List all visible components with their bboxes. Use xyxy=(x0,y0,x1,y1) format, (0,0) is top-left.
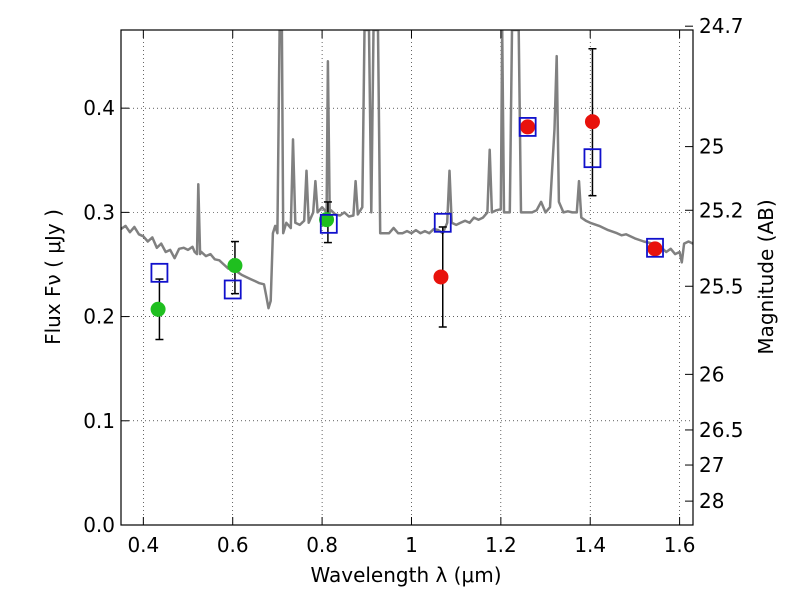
green-data-point xyxy=(319,212,335,228)
x-tick-label: 1.4 xyxy=(574,533,606,557)
green-data-point xyxy=(150,301,166,317)
blue-model-point xyxy=(319,213,338,234)
template-line xyxy=(121,30,693,310)
x-axis-title: Wavelength λ (μm) xyxy=(310,563,501,587)
magnitude-tick-label: 25.5 xyxy=(699,274,744,298)
x-tick-label: 0.6 xyxy=(217,533,249,557)
blue-model-point xyxy=(150,262,169,283)
template-spectrum xyxy=(121,30,693,310)
magnitude-tick-label: 26.5 xyxy=(699,418,744,442)
magnitude-tick-label: 25.2 xyxy=(699,198,744,222)
red-data-point xyxy=(520,119,536,135)
y-axis: 0.0 0.1 0.2 0.3 0.4 xyxy=(83,96,129,537)
y-axis-title: Flux Fν ( μJy ) xyxy=(41,209,65,345)
magnitude-tick-label: 28 xyxy=(699,489,724,513)
red-data-point xyxy=(584,114,600,130)
magnitude-tick-label: 25 xyxy=(699,135,724,159)
blue-model-point xyxy=(433,212,452,233)
y-tick-label: 0.1 xyxy=(83,409,115,433)
y-tick-label: 0.3 xyxy=(83,200,115,224)
magnitude-axis: 24.7 25 25.2 25.5 26 26.5 27 28 xyxy=(685,14,744,513)
blue-model-point xyxy=(223,279,242,300)
red-data-point xyxy=(647,241,663,257)
blue-model-point xyxy=(646,237,664,258)
x-tick-label: 1 xyxy=(405,533,418,557)
y-tick-label: 0.0 xyxy=(83,513,115,537)
magnitude-tick-label: 24.7 xyxy=(699,14,744,38)
data-markers xyxy=(150,114,664,317)
plot-frame xyxy=(120,29,694,526)
grid xyxy=(121,30,693,525)
blue-model-point xyxy=(518,117,537,137)
magnitude-tick-label: 26 xyxy=(699,362,724,386)
red-data-point xyxy=(433,269,449,285)
blue-model-point xyxy=(583,148,602,169)
plot-area xyxy=(121,30,693,525)
x-axis: 0.4 0.6 0.8 1 1.2 1.4 1.6 xyxy=(127,30,696,557)
x-tick-label: 0.4 xyxy=(127,533,159,557)
x-tick-label: 1.6 xyxy=(664,533,696,557)
magnitude-tick-label: 27 xyxy=(699,453,724,477)
magnitude-axis-title: Magnitude (AB) xyxy=(754,199,778,354)
x-tick-label: 0.8 xyxy=(306,533,338,557)
y-tick-label: 0.4 xyxy=(83,96,115,120)
green-data-point xyxy=(227,258,243,274)
y-tick-label: 0.2 xyxy=(83,305,115,329)
x-tick-label: 1.2 xyxy=(485,533,517,557)
